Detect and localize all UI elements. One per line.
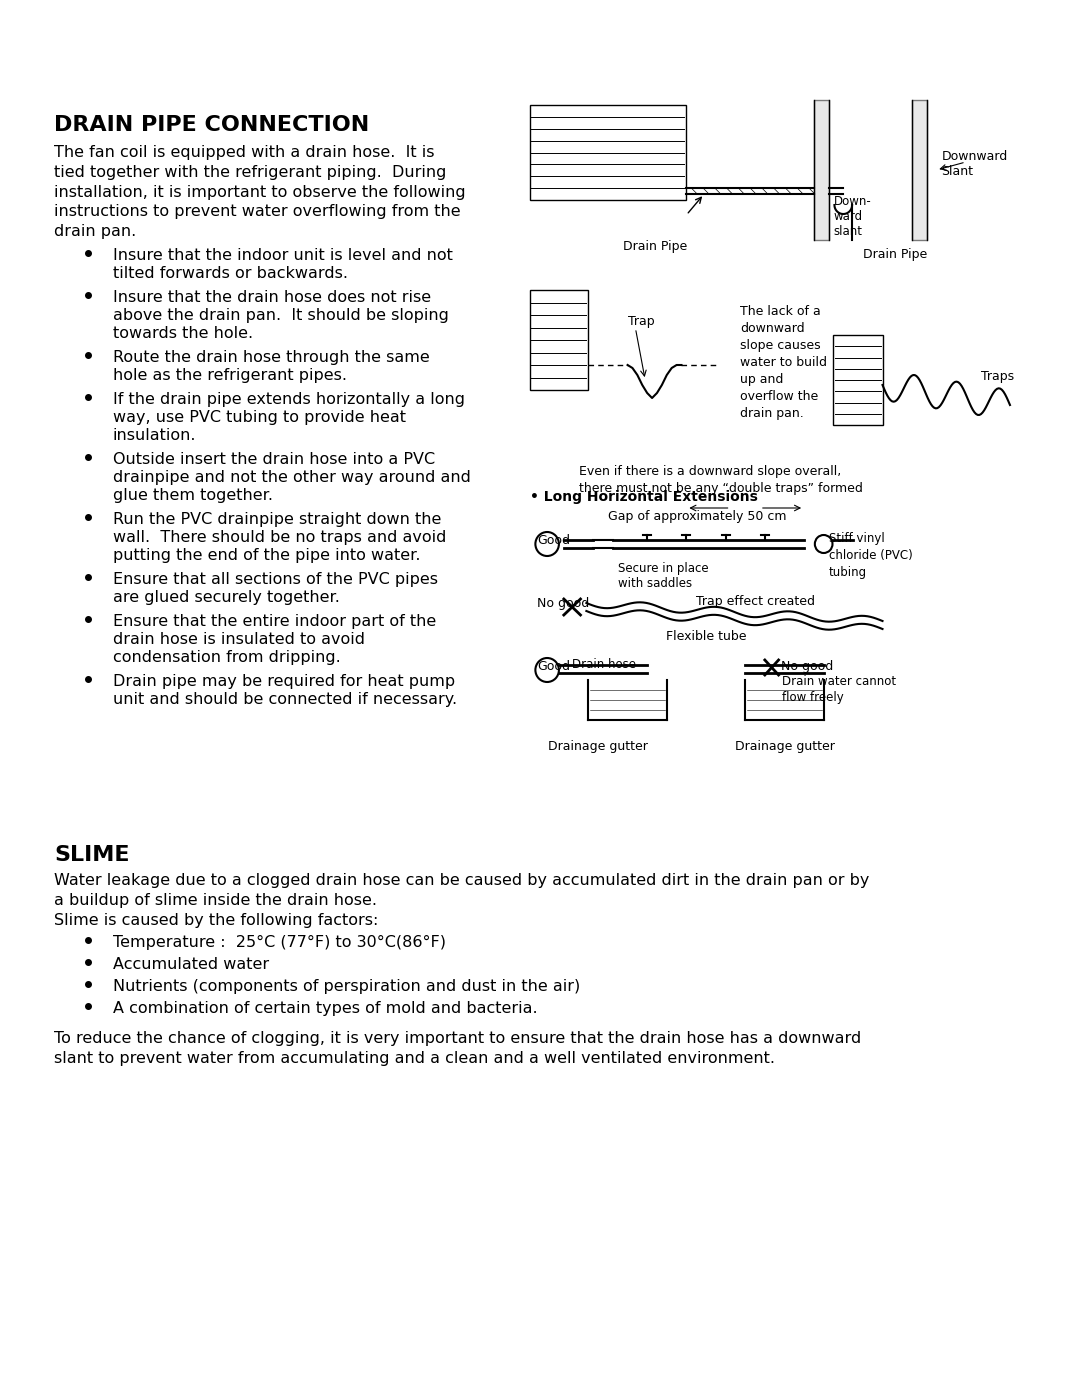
Text: A combination of certain types of mold and bacteria.: A combination of certain types of mold a… xyxy=(112,1001,538,1016)
Text: Trap: Trap xyxy=(627,315,654,328)
Text: To reduce the chance of clogging, it is very important to ensure that the drain : To reduce the chance of clogging, it is … xyxy=(54,1031,861,1066)
Text: Secure in place
with saddles: Secure in place with saddles xyxy=(618,562,708,590)
Text: putting the end of the pipe into water.: putting the end of the pipe into water. xyxy=(112,548,420,564)
Text: insulation.: insulation. xyxy=(112,428,197,443)
Bar xyxy=(814,100,828,240)
Text: Good: Good xyxy=(538,534,570,547)
Bar xyxy=(529,105,687,200)
Text: above the drain pan.  It should be sloping: above the drain pan. It should be slopin… xyxy=(112,308,448,323)
Text: Temperature :  25°C (77°F) to 30°C(86°F): Temperature : 25°C (77°F) to 30°C(86°F) xyxy=(112,936,446,949)
Text: Outside insert the drain hose into a PVC: Outside insert the drain hose into a PVC xyxy=(112,452,435,466)
Text: Downward
Slant: Downward Slant xyxy=(942,150,1008,178)
Text: Drain Pipe: Drain Pipe xyxy=(863,248,927,261)
Text: Gap of approximately 50 cm: Gap of approximately 50 cm xyxy=(608,509,786,523)
Bar xyxy=(529,290,589,390)
Bar xyxy=(912,100,927,240)
Text: Drainage gutter: Drainage gutter xyxy=(734,740,835,754)
Text: Drain pipe may be required for heat pump: Drain pipe may be required for heat pump xyxy=(112,675,455,688)
Text: No good: No good xyxy=(781,661,833,673)
Text: Flexible tube: Flexible tube xyxy=(665,630,746,643)
Text: towards the hole.: towards the hole. xyxy=(112,326,253,341)
Text: Drain Pipe: Drain Pipe xyxy=(623,240,687,253)
Text: Slime is caused by the following factors:: Slime is caused by the following factors… xyxy=(54,913,378,929)
Text: Run the PVC drainpipe straight down the: Run the PVC drainpipe straight down the xyxy=(112,512,441,527)
Text: The fan coil is equipped with a drain hose.  It is
tied together with the refrig: The fan coil is equipped with a drain ho… xyxy=(54,144,465,239)
Text: Drain water cannot
flow freely: Drain water cannot flow freely xyxy=(783,675,896,704)
Text: Even if there is a downward slope overall,
there must not be any “double traps” : Even if there is a downward slope overal… xyxy=(579,465,863,496)
Text: Insure that the indoor unit is level and not: Insure that the indoor unit is level and… xyxy=(112,248,453,262)
Text: wall.  There should be no traps and avoid: wall. There should be no traps and avoid xyxy=(112,530,446,545)
Text: hole as the refrigerant pipes.: hole as the refrigerant pipes. xyxy=(112,368,347,383)
Text: Ensure that all sections of the PVC pipes: Ensure that all sections of the PVC pipe… xyxy=(112,572,437,587)
Text: Insure that the drain hose does not rise: Insure that the drain hose does not rise xyxy=(112,290,431,305)
Text: Nutrients (components of perspiration and dust in the air): Nutrients (components of perspiration an… xyxy=(112,979,580,994)
Text: way, use PVC tubing to provide heat: way, use PVC tubing to provide heat xyxy=(112,409,406,425)
Text: No good: No good xyxy=(538,597,590,609)
Text: • Long Horizontal Extensions: • Long Horizontal Extensions xyxy=(529,490,757,504)
Text: SLIME: SLIME xyxy=(54,845,130,865)
Text: Good: Good xyxy=(538,661,570,673)
Text: Down-
ward
slant: Down- ward slant xyxy=(834,194,872,237)
Text: condensation from dripping.: condensation from dripping. xyxy=(112,650,340,665)
Bar xyxy=(834,335,882,425)
Text: Ensure that the entire indoor part of the: Ensure that the entire indoor part of th… xyxy=(112,613,436,629)
Text: DRAIN PIPE CONNECTION: DRAIN PIPE CONNECTION xyxy=(54,115,369,135)
Text: drainpipe and not the other way around and: drainpipe and not the other way around a… xyxy=(112,471,471,484)
Text: Drain hose: Drain hose xyxy=(571,658,636,670)
Text: drain hose is insulated to avoid: drain hose is insulated to avoid xyxy=(112,632,365,647)
Text: Route the drain hose through the same: Route the drain hose through the same xyxy=(112,350,430,365)
Text: Drainage gutter: Drainage gutter xyxy=(549,740,648,754)
Text: Stiff vinyl
chloride (PVC)
tubing: Stiff vinyl chloride (PVC) tubing xyxy=(828,532,913,579)
Text: Traps: Traps xyxy=(981,371,1014,383)
Text: Accumulated water: Accumulated water xyxy=(112,956,269,972)
Text: unit and should be connected if necessary.: unit and should be connected if necessar… xyxy=(112,693,457,706)
Text: The lack of a
downward
slope causes
water to build
up and
overflow the
drain pan: The lack of a downward slope causes wate… xyxy=(740,305,827,421)
Text: are glued securely together.: are glued securely together. xyxy=(112,590,339,605)
Text: Trap effect created: Trap effect created xyxy=(697,595,815,608)
Text: Water leakage due to a clogged drain hose can be caused by accumulated dirt in t: Water leakage due to a clogged drain hos… xyxy=(54,873,869,908)
Text: tilted forwards or backwards.: tilted forwards or backwards. xyxy=(112,266,348,280)
Text: glue them together.: glue them together. xyxy=(112,489,273,502)
Text: If the drain pipe extends horizontally a long: If the drain pipe extends horizontally a… xyxy=(112,391,464,407)
